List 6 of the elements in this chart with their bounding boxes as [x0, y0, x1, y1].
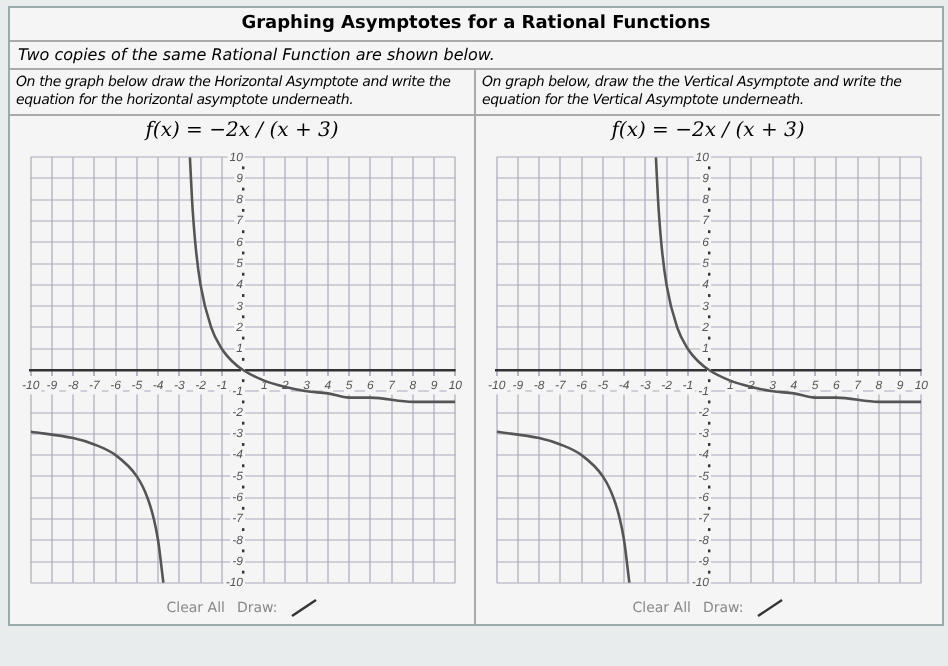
chart-subtitle: Two copies of the same Rational Function are shown below. — [10, 42, 942, 70]
line-series — [30, 430, 165, 583]
line-series — [496, 430, 631, 583]
text: f(x) = −2x / (x + 3) — [142, 118, 341, 146]
chart-title: Graphing Asymptotes for a Rational Functions — [10, 8, 942, 42]
text: f(x) = −2x / (x + 3) — [608, 118, 807, 146]
